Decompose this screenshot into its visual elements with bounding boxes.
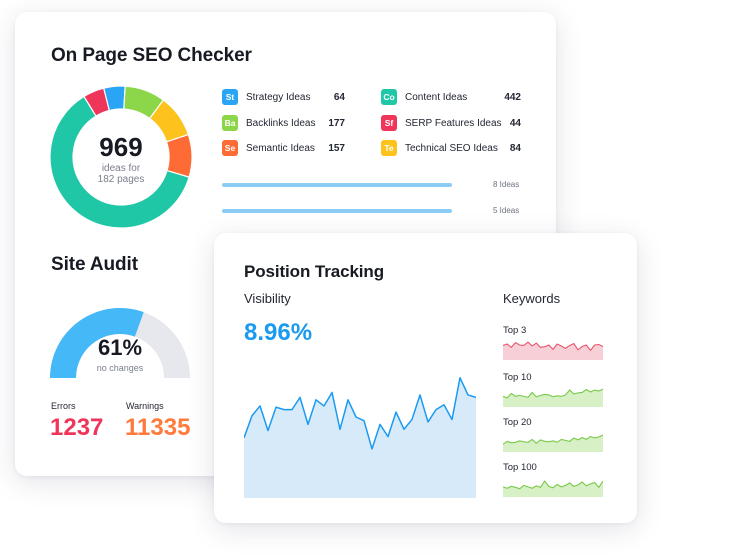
ideas-progress-label-2: 5 Ideas [493,206,520,215]
position-tracking-card: Position Tracking Visibility 8.96% Keywo… [214,233,637,523]
warnings-value: 11335 [125,414,191,441]
sparkline-area [503,481,603,497]
site-audit-gauge [50,308,190,378]
idea-badge-icon: Ba [222,115,238,131]
position-tracking-title: Position Tracking [244,262,384,281]
ideas-progress-bar-2 [222,209,452,213]
gauge-fill [50,308,144,378]
site-audit-title: Site Audit [51,254,138,275]
errors-value: 1237 [50,414,104,441]
errors-label: Errors [51,401,76,411]
sparkline-line [503,341,603,352]
ideas-total: 969 [99,132,143,162]
caption-line-2: 182 pages [97,174,145,185]
keyword-group-label: Top 3 [503,325,527,336]
sparkline-line [503,480,603,490]
sparkline-area [503,342,603,360]
ideas-progress-bar-1 [222,183,452,187]
idea-label: Strategy Ideas [246,91,311,103]
keywords-label: Keywords [503,291,561,306]
idea-row[interactable]: Se Semantic Ideas 157 [222,139,345,157]
keyword-sparkline [503,341,603,360]
idea-badge-icon: Co [381,89,397,105]
keyword-group-label: Top 10 [503,372,532,383]
ideas-total-caption: ideas for 182 pages [50,163,192,185]
donut-center: 969 ideas for 182 pages [50,86,192,228]
caption-line-1: ideas for [101,163,141,174]
warnings-label: Warnings [126,401,164,411]
visibility-line [244,376,476,450]
seo-checker-title: On Page SEO Checker [51,45,252,66]
idea-count: 44 [509,117,521,129]
donut-segment [50,95,190,228]
idea-count: 64 [333,91,345,103]
idea-badge-icon: St [222,89,238,105]
site-audit-percent: 61% [97,335,143,360]
visibility-area-chart [244,376,476,498]
idea-row[interactable]: Sf SERP Features Ideas 44 [381,114,521,132]
keyword-sparkline [503,388,603,407]
idea-badge-icon: Sf [381,115,397,131]
keyword-group-label: Top 20 [503,417,532,428]
idea-row[interactable]: Te Technical SEO Ideas 84 [381,139,521,157]
idea-label: Content Ideas [405,91,468,103]
sparkline-line [503,434,603,445]
visibility-value: 8.96% [244,319,313,346]
idea-label: Technical SEO Ideas [405,142,498,154]
ideas-donut-chart [50,86,192,228]
idea-row[interactable]: Ba Backlinks Ideas 177 [222,114,345,132]
idea-count: 177 [328,117,345,129]
ideas-progress-label-1: 8 Ideas [493,180,520,189]
idea-count: 442 [504,91,521,103]
idea-row[interactable]: St Strategy Ideas 64 [222,88,345,106]
sparkline-area [503,389,603,407]
sparkline-line [503,388,603,399]
sparkline-area [503,435,603,452]
keyword-sparkline [503,480,603,497]
visibility-label: Visibility [244,291,291,306]
idea-label: Semantic Ideas [246,142,315,154]
idea-badge-icon: Se [222,140,238,156]
idea-badge-icon: Te [381,140,397,156]
visibility-area [244,377,476,498]
idea-row[interactable]: Co Content Ideas 442 [381,88,521,106]
keyword-sparkline [503,434,603,452]
idea-count: 84 [509,142,521,154]
idea-label: Backlinks Ideas [246,117,316,129]
idea-count: 157 [328,142,345,154]
site-audit-status: no changes [96,363,144,373]
keyword-group-label: Top 100 [503,462,537,473]
idea-label: SERP Features Ideas [405,117,502,129]
